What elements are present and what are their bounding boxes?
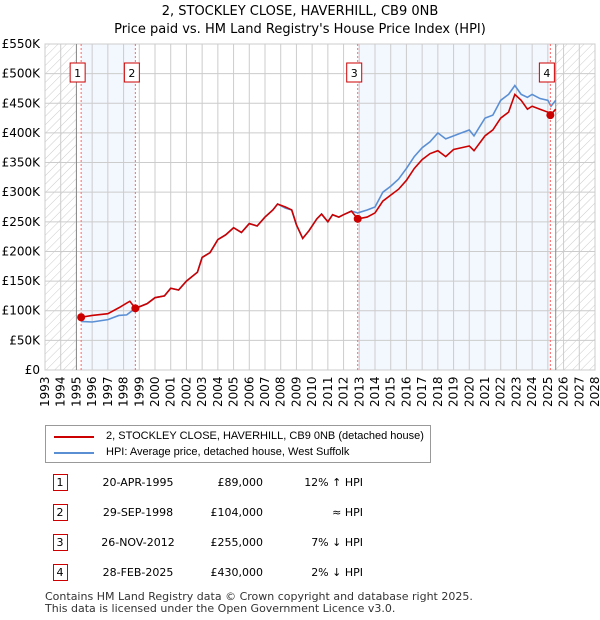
y-tick-label: £450K <box>2 96 42 110</box>
transaction-row: 1 20-APR-1995 £89,000 12% ↑ HPI <box>37 467 363 497</box>
transaction-hpi: 7% ↓ HPI <box>311 535 363 549</box>
x-tick-label: 2006 <box>242 376 256 407</box>
x-tick-label: 2023 <box>509 376 523 407</box>
transaction-date: 26-NOV-2012 <box>101 535 175 549</box>
x-tick-label: 1995 <box>69 376 83 407</box>
x-tick-label: 2007 <box>258 376 272 407</box>
marker-box <box>123 62 140 83</box>
transaction-date: 28-FEB-2025 <box>102 565 174 579</box>
x-tick-label: 2012 <box>337 376 351 407</box>
x-tick-label: 2008 <box>274 376 288 407</box>
y-tick-label: £250K <box>2 215 42 229</box>
y-tick-label: £350K <box>2 156 42 170</box>
x-tick-label: 2005 <box>227 376 241 407</box>
x-tick-label: 1998 <box>117 376 131 407</box>
transaction-price: £430,000 <box>210 565 264 579</box>
chart-title: 2, STOCKLEY CLOSE, HAVERHILL, CB9 0NB <box>161 4 439 19</box>
y-tick-label: £100K <box>2 304 42 318</box>
x-tick-label: 1997 <box>101 376 115 407</box>
hatched-range <box>555 44 595 370</box>
chart-legend: 2, STOCKLEY CLOSE, HAVERHILL, CB9 0NB (d… <box>45 425 431 463</box>
legend-red-line <box>54 435 94 438</box>
x-tick-label: 2002 <box>179 376 193 407</box>
chart-subtitle: Price paid vs. HM Land Registry's House … <box>114 22 486 37</box>
x-tick-label: 2022 <box>494 376 508 407</box>
transaction-price: £89,000 <box>217 475 264 489</box>
x-tick-label: 1999 <box>132 376 146 407</box>
sale-point <box>77 313 86 322</box>
marker-box <box>538 62 555 83</box>
y-tick-label: £550K <box>2 37 42 51</box>
x-tick-label: 2021 <box>478 376 492 407</box>
marker-box <box>346 62 363 83</box>
footer-copyright: Contains HM Land Registry data © Crown c… <box>45 590 473 603</box>
transaction-row: 2 29-SEP-1998 £104,000 ≈ HPI <box>37 497 363 527</box>
price-chart: 1 2 3 4 1993 1994 1995 1996 1997 1998 1999 2000 2001… <box>2 37 600 407</box>
x-tick-label: 1994 <box>54 376 68 407</box>
transaction-date: 20-APR-1995 <box>102 475 174 489</box>
transaction-date: 29-SEP-1998 <box>102 505 174 519</box>
x-tick-label: 1996 <box>85 376 99 407</box>
marker-label: 2 <box>128 67 135 80</box>
x-tick-label: 2019 <box>447 376 461 407</box>
y-tick-label: £150K <box>2 274 42 288</box>
sale-point <box>546 111 555 120</box>
x-tick-label: 2011 <box>321 376 335 407</box>
legend-property: 2, STOCKLEY CLOSE, HAVERHILL, CB9 0NB (d… <box>106 430 424 442</box>
x-tick-label: 2014 <box>368 376 382 407</box>
transaction-number: 2 <box>52 503 68 521</box>
transaction-price: £104,000 <box>210 505 264 519</box>
y-tick-label: £50K <box>9 333 41 347</box>
transaction-hpi: 2% ↓ HPI <box>311 565 363 579</box>
transaction-hpi: ≈ HPI <box>332 505 363 519</box>
marker-label: 3 <box>351 67 358 80</box>
plot-border <box>44 43 596 371</box>
transaction-number: 4 <box>52 563 68 581</box>
y-tick-label: £200K <box>2 244 42 258</box>
x-tick-label: 2026 <box>557 376 571 407</box>
x-tick-label: 2025 <box>541 376 555 407</box>
x-tick-label: 2013 <box>352 376 366 407</box>
x-tick-label: 2018 <box>431 376 445 407</box>
y-tick-label: £0 <box>25 363 40 377</box>
x-tick-label: 2016 <box>399 376 413 407</box>
footer-licence: This data is licensed under the Open Gov… <box>45 602 396 615</box>
y-tick-label: £300K <box>2 185 42 199</box>
footer: Contains HM Land Registry data © Crown c… <box>45 591 473 615</box>
x-tick-label: 2000 <box>148 376 162 407</box>
transaction-number: 3 <box>52 533 68 551</box>
transaction-row: 4 28-FEB-2025 £430,000 2% ↓ HPI <box>37 557 363 587</box>
x-tick-label: 1993 <box>38 376 52 407</box>
marker-box <box>69 62 86 83</box>
transaction-hpi: 12% ↑ HPI <box>304 475 363 489</box>
x-tick-label: 2001 <box>164 376 178 407</box>
transaction-number: 1 <box>52 473 68 491</box>
sale-point <box>131 304 140 313</box>
x-tick-label: 2004 <box>211 376 225 407</box>
x-tick-label: 2009 <box>289 376 303 407</box>
marker-label: 4 <box>543 67 550 80</box>
transactions-table: 1 20-APR-1995 £89,000 12% ↑ HPI 2 29-SEP-… <box>37 467 363 587</box>
y-tick-label: £500K <box>2 67 42 81</box>
x-tick-label: 2024 <box>525 376 539 407</box>
x-tick-label: 2010 <box>305 376 319 407</box>
x-tick-label: 2017 <box>415 376 429 407</box>
x-tick-label: 2020 <box>462 376 476 407</box>
property-price-line <box>81 92 557 319</box>
x-tick-label: 2003 <box>195 376 209 407</box>
x-tick-label: 2027 <box>572 376 586 407</box>
x-tick-label: 2028 <box>588 376 600 407</box>
y-tick-label: £400K <box>2 126 42 140</box>
sale-point <box>353 214 362 223</box>
transaction-row: 3 26-NOV-2012 £255,000 7% ↓ HPI <box>37 527 363 557</box>
transaction-price: £255,000 <box>210 535 264 549</box>
legend-hpi: HPI: Average price, detached house, West… <box>106 446 350 458</box>
x-tick-label: 2015 <box>384 376 398 407</box>
marker-label: 1 <box>74 67 81 80</box>
legend-blue-line <box>54 451 94 454</box>
